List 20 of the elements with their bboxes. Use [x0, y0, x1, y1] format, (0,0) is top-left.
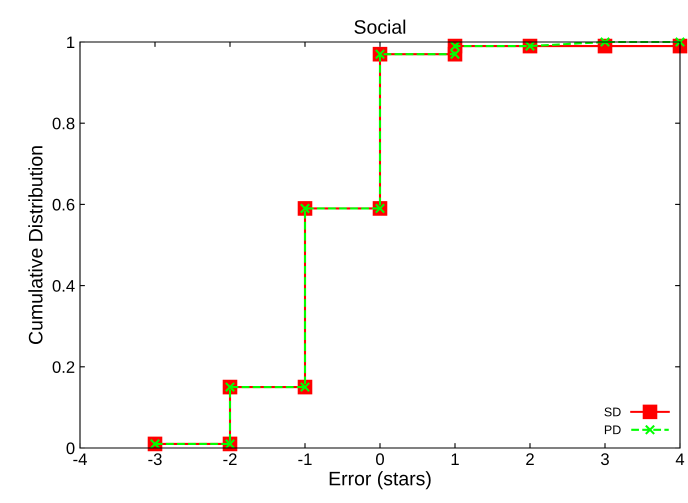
chart-title: Social: [354, 20, 406, 34]
y-tick-label: 0.6: [52, 198, 74, 211]
x-tick-label: -3: [148, 453, 162, 466]
x-tick-label: 3: [601, 453, 609, 466]
x-axis-title: Error (stars): [330, 471, 431, 490]
legend-label: PD: [604, 426, 621, 434]
x-tick-label: 1: [452, 453, 459, 465]
x-tick-label: 0: [376, 453, 384, 466]
y-tick-label: 0.4: [52, 280, 75, 292]
x-tick-label: 2: [526, 453, 534, 465]
x-tick-label: -1: [298, 453, 312, 465]
y-tick-label: 1: [67, 36, 74, 48]
legend-label: SD: [604, 408, 621, 416]
x-tick-label: 4: [676, 453, 684, 465]
y-tick-label: 0.8: [52, 118, 74, 130]
x-tick-label: -2: [223, 453, 237, 465]
y-axis-title: Cumulative Distribution: [28, 146, 43, 344]
y-tick-label: 0: [66, 442, 74, 454]
x-tick-label: -4: [73, 453, 87, 465]
y-tick-label: 0.2: [52, 361, 74, 374]
